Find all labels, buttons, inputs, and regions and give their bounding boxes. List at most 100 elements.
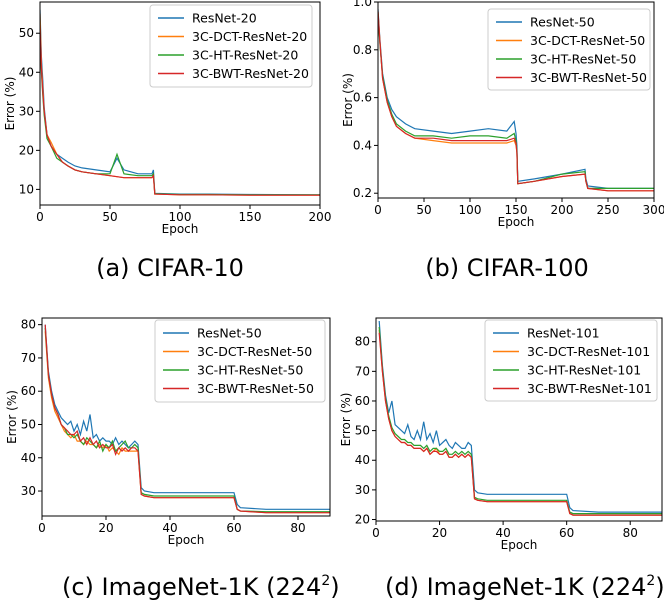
y-tick-label: 80 xyxy=(21,318,36,332)
chart-cifar100: 0 50 100 150 200 250 300 0.2 0.4 0.6 0.8 1.0 Epoch Er… xyxy=(341,0,664,229)
y-tick-label: 50 xyxy=(19,26,34,40)
chart-cifar10: 0 50 100 150 200 10 20 30 40 50 Epoch Error (%) ResN… xyxy=(3,1,332,236)
legend-label: 3C-BWT-ResNet-101 xyxy=(527,381,652,396)
x-axis-title: Epoch xyxy=(162,222,199,236)
legend-label: ResNet-50 xyxy=(530,15,595,30)
legend-box xyxy=(149,4,313,88)
caption-c-sup: 2 xyxy=(321,573,330,589)
x-tick-label: 200 xyxy=(309,210,332,224)
x-tick-label: 150 xyxy=(239,210,262,224)
x-tick-label: 40 xyxy=(162,521,177,535)
caption-c-main: (c) ImageNet-1K (224 xyxy=(62,573,321,601)
y-tick-label: 0.8 xyxy=(353,43,372,57)
caption-d-main: (d) ImageNet-1K (224 xyxy=(385,573,646,601)
series-line-4 xyxy=(40,25,320,196)
series-line-3 xyxy=(44,327,330,513)
y-tick-label: 1.0 xyxy=(353,0,372,9)
plot-frame xyxy=(375,317,663,522)
legend-label: 3C-HT-ResNet-20 xyxy=(192,48,298,63)
x-tick-label: 20 xyxy=(432,526,447,540)
x-tick-label: 250 xyxy=(597,203,620,217)
y-tick-label: 10 xyxy=(19,182,34,196)
x-tick-label: 60 xyxy=(226,521,241,535)
x-tick-label: 60 xyxy=(559,526,574,540)
y-tick-label: 40 xyxy=(355,453,370,467)
legend-label: 3C-BWT-ResNet-50 xyxy=(197,381,314,396)
legend-label: ResNet-50 xyxy=(197,326,262,341)
y-tick-label: 50 xyxy=(21,417,36,431)
y-axis-title: Error (%) xyxy=(3,77,17,131)
y-axis-title: Error (%) xyxy=(5,390,19,444)
x-tick-label: 0 xyxy=(372,526,380,540)
x-tick-label: 100 xyxy=(169,210,192,224)
chart-imagenet-resnet50: 0 20 40 60 80 30 40 50 60 70 80 Epoch Error (%) ResNe… xyxy=(5,317,331,547)
y-tick-label: 50 xyxy=(355,424,370,438)
x-axis-title: Epoch xyxy=(498,215,535,229)
series-line-4 xyxy=(44,324,330,514)
y-tick-label: 20 xyxy=(355,513,370,527)
caption-a: (a) CIFAR-10 xyxy=(96,254,244,282)
y-tick-label: 70 xyxy=(355,364,370,378)
x-tick-label: 40 xyxy=(495,526,510,540)
x-tick-label: 80 xyxy=(290,521,305,535)
x-axis-title: Epoch xyxy=(501,538,538,552)
y-tick-label: 30 xyxy=(21,484,36,498)
legend-label: ResNet-20 xyxy=(192,11,257,26)
y-tick-label: 40 xyxy=(21,451,36,465)
legend-label: 3C-HT-ResNet-101 xyxy=(527,363,641,378)
series-line-1 xyxy=(378,9,654,189)
x-tick-label: 80 xyxy=(623,526,638,540)
x-tick-label: 0 xyxy=(36,210,44,224)
y-tick-label: 0.2 xyxy=(353,186,372,200)
x-tick-label: 50 xyxy=(416,203,431,217)
series-line-3 xyxy=(378,13,654,189)
series-line-1 xyxy=(378,320,662,513)
y-tick-label: 30 xyxy=(355,483,370,497)
legend-label: 3C-HT-ResNet-50 xyxy=(197,363,303,378)
legend-label: ResNet-101 xyxy=(527,326,600,341)
caption-c: (c) ImageNet-1K (2242) xyxy=(62,573,340,601)
y-tick-label: 70 xyxy=(21,351,36,365)
x-tick-label: 300 xyxy=(643,203,664,217)
y-tick-label: 20 xyxy=(19,143,34,157)
y-axis-title: Error (%) xyxy=(339,393,353,447)
y-tick-label: 0.6 xyxy=(353,91,372,105)
y-tick-label: 60 xyxy=(355,394,370,408)
series-line-1 xyxy=(44,324,330,510)
y-tick-label: 60 xyxy=(21,384,36,398)
plot-frame xyxy=(41,317,331,517)
legend-label: 3C-DCT-ResNet-20 xyxy=(192,29,307,44)
y-tick-label: 0.4 xyxy=(353,138,372,152)
legend-box xyxy=(487,8,651,91)
legend-label: 3C-DCT-ResNet-101 xyxy=(527,344,650,359)
caption-c-close: ) xyxy=(330,573,339,601)
y-tick-label: 40 xyxy=(19,65,34,79)
caption-b: (b) CIFAR-100 xyxy=(425,254,589,282)
y-axis-title: Error (%) xyxy=(341,73,355,127)
x-tick-label: 0 xyxy=(374,203,382,217)
series-line-3 xyxy=(378,326,662,515)
series-line-4 xyxy=(378,332,662,516)
legend-label: 3C-DCT-ResNet-50 xyxy=(197,344,312,359)
x-tick-label: 50 xyxy=(102,210,117,224)
series-line-4 xyxy=(378,11,654,192)
legend-label: 3C-DCT-ResNet-50 xyxy=(530,33,645,48)
x-axis-title: Epoch xyxy=(168,533,205,547)
caption-d-close: ) xyxy=(655,573,664,601)
caption-d-sup: 2 xyxy=(646,573,655,589)
x-tick-label: 0 xyxy=(38,521,46,535)
x-tick-label: 20 xyxy=(98,521,113,535)
x-tick-label: 200 xyxy=(551,203,574,217)
x-tick-label: 150 xyxy=(505,203,528,217)
legend-label: 3C-BWT-ResNet-50 xyxy=(530,70,647,85)
x-tick-label: 100 xyxy=(459,203,482,217)
y-tick-label: 80 xyxy=(355,335,370,349)
legend-label: 3C-BWT-ResNet-20 xyxy=(192,66,309,81)
caption-d: (d) ImageNet-1K (2242) xyxy=(385,573,664,601)
legend-box xyxy=(154,319,326,403)
legend-box xyxy=(484,319,658,402)
legend-label: 3C-HT-ResNet-50 xyxy=(530,52,636,67)
y-tick-label: 30 xyxy=(19,104,34,118)
